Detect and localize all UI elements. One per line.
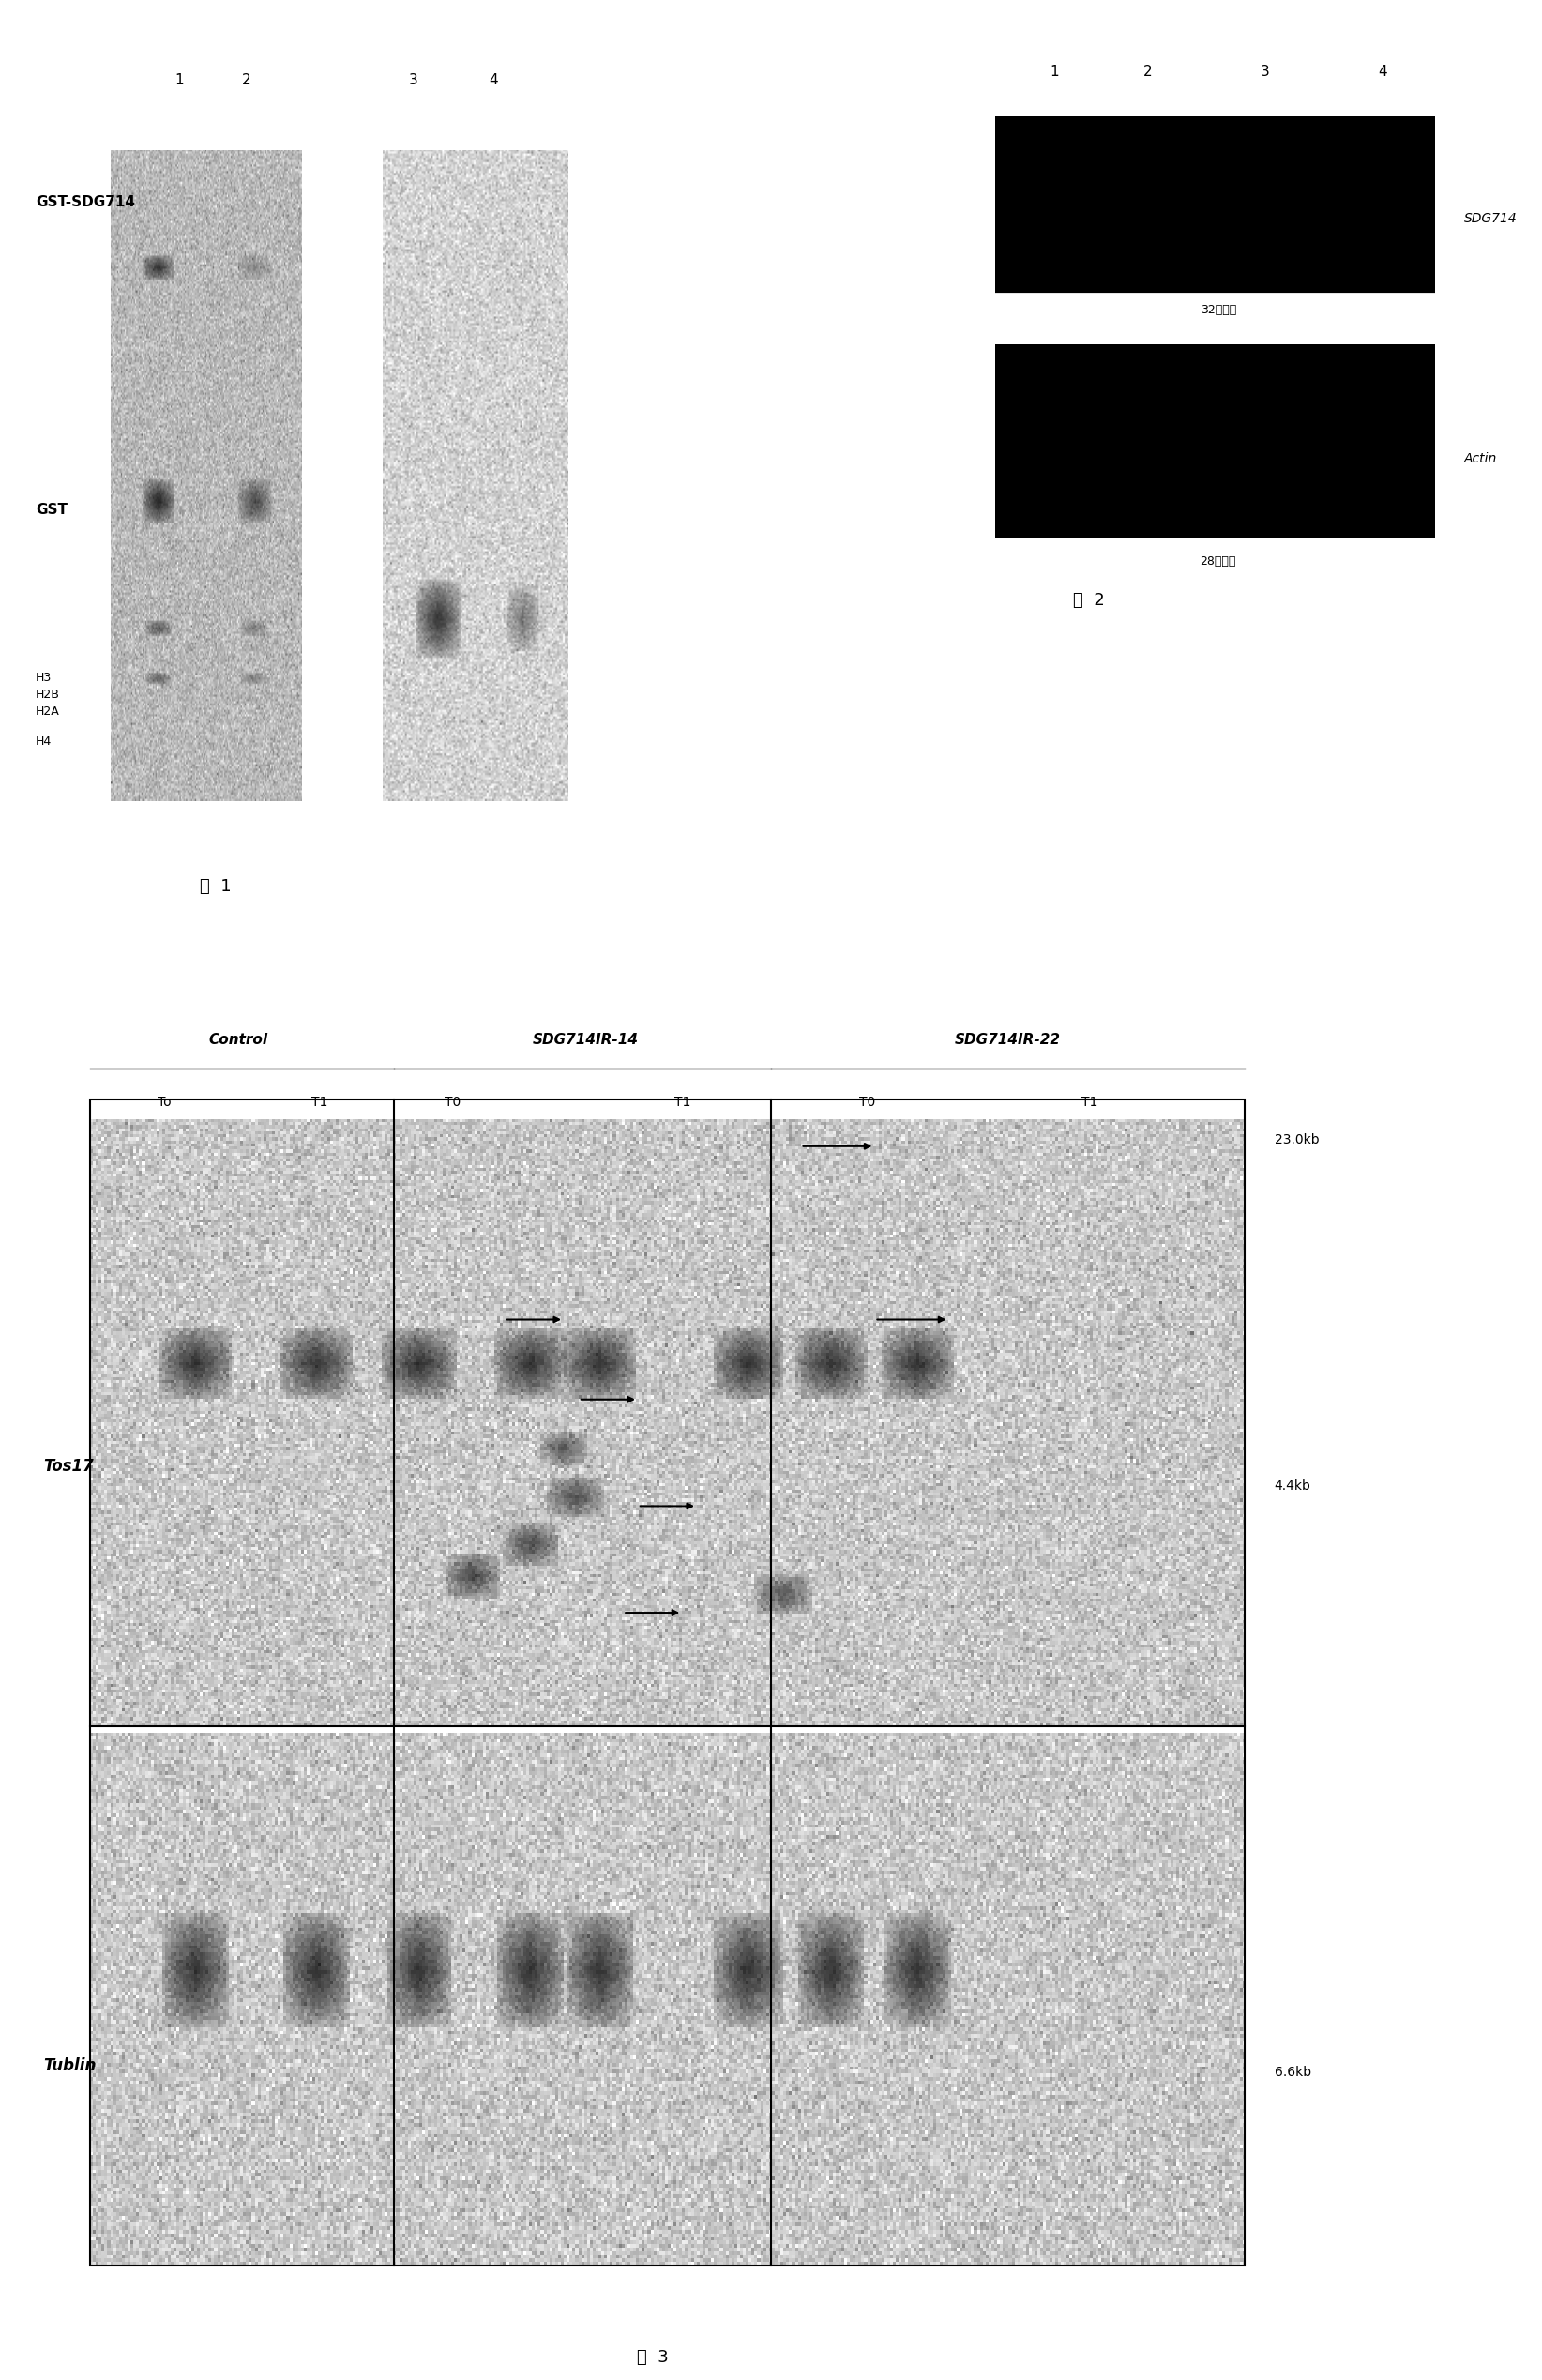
Text: 3: 3 [1260,64,1269,79]
Text: SDG714: SDG714 [1465,212,1517,226]
Text: T0: T0 [444,1095,461,1109]
Text: T1: T1 [1081,1095,1098,1109]
Text: 图  1: 图 1 [200,878,231,895]
Text: 23.0kb: 23.0kb [1274,1133,1318,1147]
Text: 2: 2 [242,74,251,88]
Text: 4.4kb: 4.4kb [1274,1480,1311,1492]
Text: 4: 4 [1377,64,1386,79]
Text: 1: 1 [174,74,183,88]
Text: T0: T0 [859,1095,876,1109]
Text: H2B: H2B [35,688,60,700]
Text: GST-SDG714: GST-SDG714 [35,195,134,209]
Text: 图  3: 图 3 [637,2349,668,2366]
Text: 图  2: 图 2 [1073,593,1106,609]
Text: Control: Control [208,1033,268,1047]
Text: To: To [157,1095,171,1109]
Text: T1: T1 [674,1095,691,1109]
Bar [996,117,1436,293]
Text: SDG714IR-14: SDG714IR-14 [534,1033,638,1047]
Text: H4: H4 [35,735,51,747]
Text: 4: 4 [489,74,498,88]
Text: Actin: Actin [1465,452,1497,466]
Text: H2A: H2A [35,704,60,719]
Text: 6.6kb: 6.6kb [1274,2066,1311,2080]
Text: SDG714IR-22: SDG714IR-22 [954,1033,1061,1047]
Bar [996,345,1436,538]
Bar [89,1100,1244,2266]
Text: T1: T1 [311,1095,327,1109]
Text: 28个循环: 28个循环 [1200,555,1237,569]
Text: 2: 2 [1143,64,1152,79]
Text: Tublin: Tublin [43,2056,96,2075]
Text: Tos17: Tos17 [43,1457,94,1476]
Text: 1: 1 [1050,64,1059,79]
Text: H3: H3 [35,671,51,683]
Text: 32个循环: 32个循环 [1200,305,1237,317]
Text: 3: 3 [409,74,418,88]
Text: GST: GST [35,502,68,516]
